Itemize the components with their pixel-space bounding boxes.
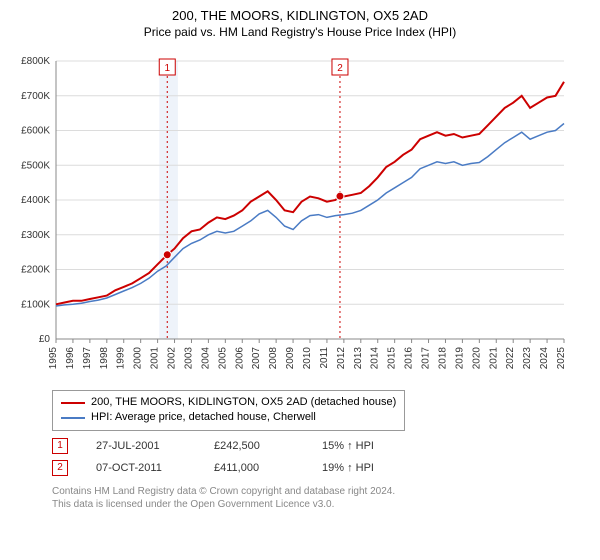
sale-row: 1 27-JUL-2001 £242,500 15% ↑ HPI	[52, 435, 588, 457]
svg-text:2024: 2024	[539, 347, 550, 370]
legend-swatch	[61, 402, 85, 404]
legend-label: 200, THE MOORS, KIDLINGTON, OX5 2AD (det…	[91, 395, 396, 410]
svg-text:2011: 2011	[319, 347, 330, 369]
svg-text:£300K: £300K	[21, 230, 50, 241]
sale-price: £411,000	[214, 462, 294, 474]
legend: 200, THE MOORS, KIDLINGTON, OX5 2AD (det…	[52, 390, 405, 431]
svg-text:2019: 2019	[454, 347, 465, 370]
svg-text:2: 2	[337, 63, 343, 74]
legend-swatch	[61, 417, 85, 419]
svg-text:2000: 2000	[133, 347, 144, 370]
sale-delta: 15% ↑ HPI	[322, 440, 374, 452]
legend-row: HPI: Average price, detached house, Cher…	[61, 410, 396, 425]
svg-text:1998: 1998	[99, 347, 110, 370]
credits-line-1: Contains HM Land Registry data © Crown c…	[52, 485, 588, 498]
price-chart: £0 £100K £200K £300K £400K £500K £600K £700K £80…	[12, 49, 588, 384]
sale-date: 07-OCT-2011	[96, 462, 186, 474]
svg-text:£700K: £700K	[21, 91, 50, 102]
credits-line-2: This data is licensed under the Open Gov…	[52, 498, 588, 511]
credits: Contains HM Land Registry data © Crown c…	[52, 485, 588, 511]
svg-text:2022: 2022	[505, 347, 516, 370]
sale-marker: 2	[52, 460, 68, 476]
svg-text:2009: 2009	[285, 347, 296, 370]
svg-text:2002: 2002	[167, 347, 178, 370]
svg-text:2001: 2001	[150, 347, 161, 370]
svg-text:2008: 2008	[268, 347, 279, 370]
svg-text:2006: 2006	[234, 347, 245, 370]
svg-text:2004: 2004	[200, 347, 211, 370]
svg-text:1997: 1997	[82, 347, 93, 370]
sale-price: £242,500	[214, 440, 294, 452]
svg-text:£100K: £100K	[21, 299, 50, 310]
svg-text:2007: 2007	[251, 347, 262, 370]
svg-text:2017: 2017	[421, 347, 432, 370]
svg-text:2005: 2005	[217, 347, 228, 370]
svg-text:£600K: £600K	[21, 126, 50, 137]
sale-marker: 1	[52, 438, 68, 454]
svg-text:2023: 2023	[522, 347, 533, 370]
svg-text:£400K: £400K	[21, 195, 50, 206]
svg-text:2013: 2013	[353, 347, 364, 370]
svg-text:2020: 2020	[471, 347, 482, 370]
page-title: 200, THE MOORS, KIDLINGTON, OX5 2AD	[12, 8, 588, 23]
svg-text:2015: 2015	[387, 347, 398, 370]
svg-text:1: 1	[164, 63, 170, 74]
svg-text:2021: 2021	[488, 347, 499, 370]
svg-text:£500K: £500K	[21, 160, 50, 171]
svg-text:2010: 2010	[302, 347, 313, 370]
sale-date: 27-JUL-2001	[96, 440, 186, 452]
legend-row: 200, THE MOORS, KIDLINGTON, OX5 2AD (det…	[61, 395, 396, 410]
legend-label: HPI: Average price, detached house, Cher…	[91, 410, 316, 425]
sale-delta: 19% ↑ HPI	[322, 462, 374, 474]
svg-text:1999: 1999	[116, 347, 127, 370]
sale-row: 2 07-OCT-2011 £411,000 19% ↑ HPI	[52, 457, 588, 479]
svg-text:1996: 1996	[65, 347, 76, 370]
sales-table: 1 27-JUL-2001 £242,500 15% ↑ HPI 2 07-OCT-201…	[52, 435, 588, 479]
svg-text:1995: 1995	[48, 347, 59, 370]
svg-text:2018: 2018	[437, 347, 448, 370]
svg-text:2012: 2012	[336, 347, 347, 370]
page-subtitle: Price paid vs. HM Land Registry's House …	[12, 25, 588, 39]
svg-text:£0: £0	[39, 334, 51, 345]
svg-text:2003: 2003	[183, 347, 194, 370]
svg-text:£200K: £200K	[21, 265, 50, 276]
svg-text:£800K: £800K	[21, 56, 50, 67]
svg-text:2016: 2016	[404, 347, 415, 370]
svg-text:2014: 2014	[370, 347, 381, 370]
svg-text:2025: 2025	[556, 347, 567, 370]
